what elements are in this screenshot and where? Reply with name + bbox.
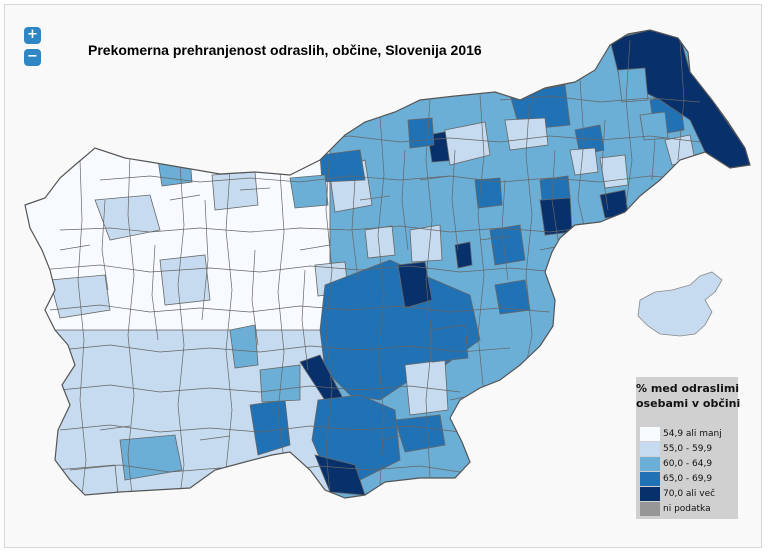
legend-title: % med odraslimi osebami v občini <box>636 381 741 411</box>
legend-item: 65,0 - 69,9 <box>640 471 722 486</box>
municipality[interactable] <box>94 194 161 241</box>
map-title: Prekomerna prehranjenost odraslih, občin… <box>88 42 482 58</box>
legend-swatch <box>640 471 660 486</box>
legend-title-line: osebami v občini <box>636 397 741 410</box>
municipality[interactable] <box>409 224 443 263</box>
legend-label: ni podatka <box>663 503 711 514</box>
municipality[interactable] <box>54 464 119 496</box>
municipality-region-south[interactable] <box>311 394 401 481</box>
legend-swatch <box>640 426 660 441</box>
municipality[interactable] <box>157 157 193 187</box>
municipality[interactable] <box>454 241 473 269</box>
municipality[interactable] <box>474 177 503 209</box>
slovenia-border <box>24 29 751 499</box>
legend-item: 55,0 - 59,9 <box>640 441 722 456</box>
slovenia-inset-map <box>637 271 723 337</box>
legend-items: 54,9 ali manj 55,0 - 59,9 60,0 - 64,9 65… <box>640 426 722 516</box>
municipality[interactable] <box>569 147 599 176</box>
municipality[interactable] <box>599 189 629 219</box>
legend-item: 60,0 - 64,9 <box>640 456 722 471</box>
legend: % med odraslimi osebami v občini 54,9 al… <box>636 377 741 519</box>
legend-label: 55,0 - 59,9 <box>663 443 713 454</box>
legend-swatch <box>640 441 660 456</box>
municipality[interactable] <box>539 175 571 201</box>
legend-label: 65,0 - 69,9 <box>663 473 713 484</box>
legend-label: 54,9 ali manj <box>663 428 722 439</box>
municipality[interactable] <box>494 279 531 315</box>
municipality[interactable] <box>617 67 649 103</box>
municipality[interactable] <box>319 149 366 183</box>
municipality[interactable] <box>119 434 183 481</box>
legend-swatch <box>640 501 660 516</box>
municipality[interactable] <box>289 174 329 209</box>
municipality[interactable] <box>574 124 605 156</box>
zoom-in-button[interactable]: + <box>24 27 41 44</box>
legend-label: 60,0 - 64,9 <box>663 458 713 469</box>
legend-title-line: % med odraslimi <box>636 382 740 395</box>
municipality[interactable] <box>159 254 211 306</box>
municipality[interactable] <box>397 261 433 309</box>
legend-item: ni podatka <box>640 501 722 516</box>
legend-swatch <box>640 486 660 501</box>
municipality[interactable] <box>639 111 669 141</box>
legend-swatch <box>640 456 660 471</box>
municipality[interactable] <box>407 117 435 149</box>
legend-item: 70,0 ali več <box>640 486 722 501</box>
municipality[interactable] <box>211 171 259 211</box>
municipality[interactable] <box>229 324 259 369</box>
municipality[interactable] <box>259 364 301 403</box>
municipality[interactable] <box>444 121 491 166</box>
legend-item: 54,9 ali manj <box>640 426 722 441</box>
municipality[interactable] <box>394 414 446 453</box>
legend-label: 70,0 ali več <box>663 488 716 499</box>
municipality[interactable] <box>489 224 526 266</box>
municipality[interactable] <box>429 324 469 363</box>
municipality[interactable] <box>504 117 549 151</box>
zoom-out-button[interactable]: − <box>24 49 41 66</box>
